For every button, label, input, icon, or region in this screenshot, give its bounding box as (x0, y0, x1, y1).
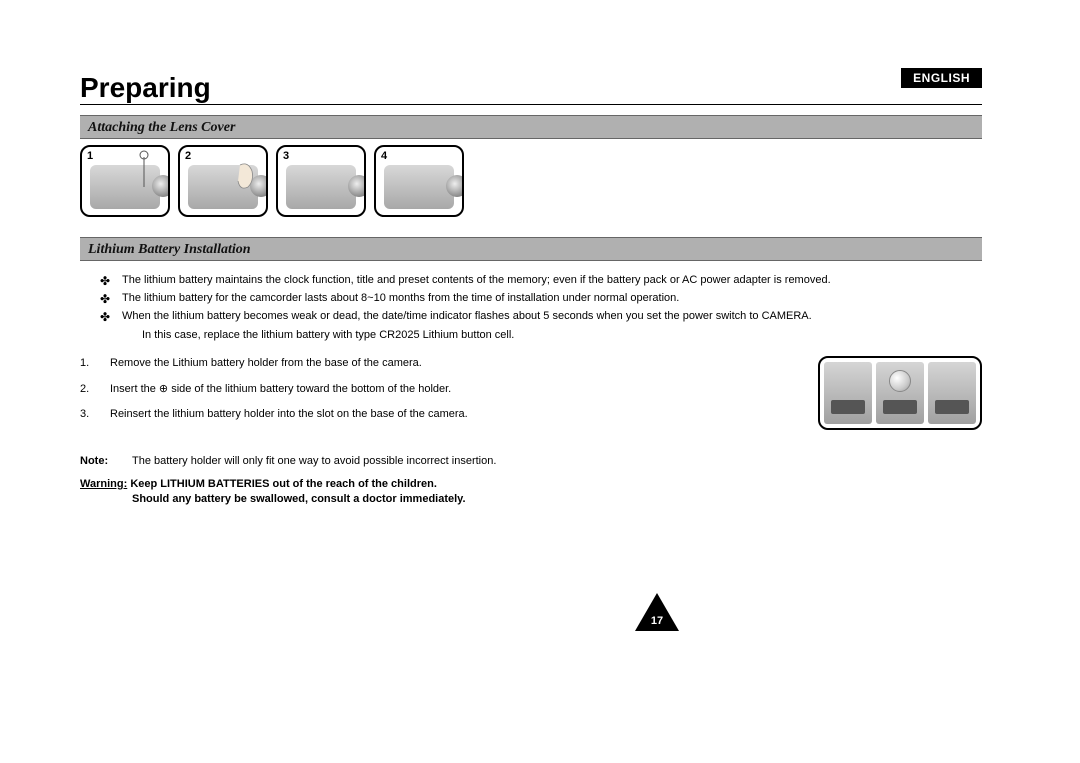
section-bar-lens-cover: Attaching the Lens Cover (80, 115, 982, 139)
lens-illustration (446, 175, 464, 197)
bullet-item: ✤ When the lithium battery becomes weak … (100, 309, 982, 325)
bullet-icon: ✤ (100, 309, 112, 325)
section-heading-2: Lithium Battery Installation (88, 242, 251, 257)
hand-illustration (180, 147, 268, 217)
lens-illustration (348, 175, 366, 197)
bullet-icon: ✤ (100, 273, 112, 289)
bullet-text: The lithium battery maintains the clock … (122, 273, 982, 289)
figure-number: 3 (283, 150, 289, 162)
bullet-text: When the lithium battery becomes weak or… (122, 309, 982, 325)
warning-line-1: Keep LITHIUM BATTERIES out of the reach … (130, 478, 437, 490)
figure-3: 3 (276, 145, 366, 217)
steps-and-figure: 1. Remove the Lithium battery holder fro… (80, 356, 982, 432)
language-badge: ENGLISH (901, 68, 982, 88)
figure-1: 1 (80, 145, 170, 217)
page-title: Preparing (80, 72, 211, 104)
step-text: Reinsert the lithium battery holder into… (110, 407, 804, 422)
bullet-item: ✤ The lithium battery maintains the cloc… (100, 273, 982, 289)
section-heading-1: Attaching the Lens Cover (88, 120, 235, 135)
battery-slot-illustration (883, 400, 917, 414)
note-text: The battery holder will only fit one way… (132, 455, 496, 467)
camcorder-illustration (286, 165, 356, 209)
step-number: 2. (80, 382, 96, 397)
figures-row: 1 2 3 4 (80, 145, 982, 217)
figure-2: 2 (178, 145, 268, 217)
bullet-item: ✤ The lithium battery for the camcorder … (100, 291, 982, 307)
step-item: 3. Reinsert the lithium battery holder i… (80, 407, 804, 422)
step-number: 1. (80, 356, 96, 371)
step-item: 1. Remove the Lithium battery holder fro… (80, 356, 804, 371)
section-bar-battery: Lithium Battery Installation (80, 237, 982, 261)
battery-slot-illustration (935, 400, 969, 414)
warning-label: Warning: (80, 478, 127, 490)
warning-line-2: Should any battery be swallowed, consult… (80, 492, 466, 507)
page-number: 17 (635, 615, 679, 627)
note-row: Note: The battery holder will only fit o… (80, 455, 982, 467)
strap-illustration (82, 147, 170, 217)
step-number: 3. (80, 407, 96, 422)
step-text: Insert the ⊕ side of the lithium battery… (110, 382, 804, 397)
note-label: Note: (80, 455, 122, 467)
battery-slot-illustration (831, 400, 865, 414)
title-row: Preparing (80, 72, 982, 105)
figure-panel (876, 362, 924, 424)
coin-cell-illustration (889, 370, 911, 392)
camcorder-illustration (384, 165, 454, 209)
ordered-steps: 1. Remove the Lithium battery holder fro… (80, 356, 804, 432)
figure-panel (928, 362, 976, 424)
warning-block: Warning: Keep LITHIUM BATTERIES out of t… (80, 477, 982, 508)
figure-number: 4 (381, 150, 387, 162)
figure-4: 4 (374, 145, 464, 217)
bullet-text: The lithium battery for the camcorder la… (122, 291, 982, 307)
bullet-followup: In this case, replace the lithium batter… (100, 328, 982, 343)
bullet-icon: ✤ (100, 291, 112, 307)
battery-install-figure (818, 356, 982, 430)
figure-panel (824, 362, 872, 424)
bullet-list: ✤ The lithium battery maintains the cloc… (80, 273, 982, 342)
step-item: 2. Insert the ⊕ side of the lithium batt… (80, 382, 804, 397)
step-text: Remove the Lithium battery holder from t… (110, 356, 804, 371)
